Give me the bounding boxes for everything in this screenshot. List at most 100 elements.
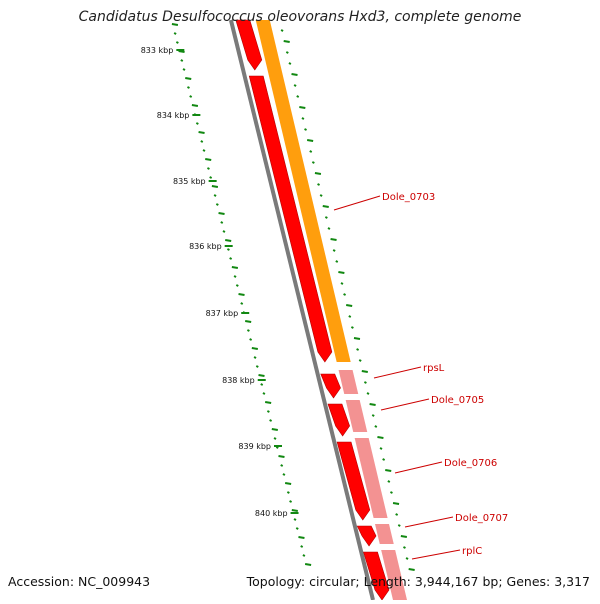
gc-mark [175,41,179,44]
gc-mark [293,518,297,521]
tick-label: 836 kbp [189,242,222,251]
gc-mark [361,370,368,373]
gc-mark [255,365,259,368]
gene-label: rpsL [423,363,445,374]
gc-mark [185,77,192,80]
genome-summary-text: Topology: circular; Length: 3,944,167 bp… [246,574,590,589]
gc-mark [348,315,352,318]
gene-label: Dole_0707 [455,513,508,524]
gc-mark [282,473,286,476]
gene-feature [338,370,359,394]
gc-mark [211,185,219,188]
gc-mark [191,104,199,107]
gc-mark [369,403,376,406]
gc-mark [366,392,370,395]
gc-mark [379,447,383,450]
gc-mark [291,509,298,512]
gene-leader-line [411,549,461,560]
cds-arrow [363,551,390,601]
gc-mark [343,293,347,296]
gc-mark [231,266,239,269]
gc-mark [332,249,336,252]
gc-mark [275,446,279,449]
gc-mark [251,347,259,350]
gc-mark [299,106,306,109]
gc-mark [338,271,345,274]
gc-mark [304,128,307,131]
cds-arrow [235,19,263,71]
gc-mark [317,183,320,186]
gc-mark [283,40,290,43]
gene-feature [354,438,388,518]
gc-mark [286,491,290,494]
cds-arrow [336,441,371,521]
gene-label: rplC [462,546,482,557]
gc-mark [350,326,354,329]
gc-mark [253,356,257,359]
gc-mark [285,51,289,54]
gc-mark [291,73,298,76]
gc-mark [306,139,314,142]
gc-mark [182,68,186,71]
gc-mark [356,348,360,351]
gene-feature [255,20,351,362]
gc-mark [240,302,244,305]
gc-mark [296,95,300,98]
tick-label: 833 kbp [141,46,174,55]
gene-leader-line [333,195,381,211]
tick-label: 834 kbp [157,111,190,120]
gene-label: Dole_0705 [431,395,484,406]
gc-mark [249,338,253,341]
gc-mark [206,167,210,170]
gene-leader-line [373,366,422,379]
gc-mark [187,86,190,89]
gc-mark [213,194,217,197]
gc-mark [371,414,375,417]
genome-title: Candidatus Desulfococcus oleovorans Hxd3… [78,9,522,25]
gc-mark [298,536,305,539]
gene-label: Dole_0703 [382,192,435,203]
gc-mark [266,410,270,413]
gc-mark [319,194,323,197]
gc-mark [293,84,297,87]
gc-mark [392,502,400,505]
gc-mark [195,122,199,125]
gc-mark [288,62,292,65]
gc-mark [246,329,250,332]
tick-label: 840 kbp [255,509,288,518]
gc-mark [403,546,406,549]
gc-mark [178,50,185,53]
gc-mark [218,212,225,215]
gc-mark [309,150,313,153]
gc-mark [408,568,415,571]
tick-label: 838 kbp [222,376,255,385]
gc-mark [262,392,266,395]
cds-arrow [356,525,377,547]
gc-mark [200,140,204,143]
gene-feature [345,400,368,432]
gc-mark [324,216,328,219]
gc-mark [382,458,386,461]
gc-mark [269,419,273,422]
gc-mark [233,275,237,278]
gc-mark [289,500,293,503]
gc-mark [314,172,322,175]
gc-mark [205,158,212,161]
cds-arrow [320,373,341,399]
gc-mark [260,383,264,386]
genome-backbone [228,19,375,601]
gc-mark [173,32,177,35]
gc-mark [400,535,408,538]
tick-label: 839 kbp [238,442,271,451]
gc-mark [340,282,344,285]
gc-mark [335,260,339,263]
gc-mark [358,359,362,362]
gc-mark [280,29,284,32]
cds-arrow [327,403,350,437]
gc-mark [215,203,219,206]
gc-mark [264,401,272,404]
gene-feature [375,524,394,544]
gc-mark [229,257,233,260]
